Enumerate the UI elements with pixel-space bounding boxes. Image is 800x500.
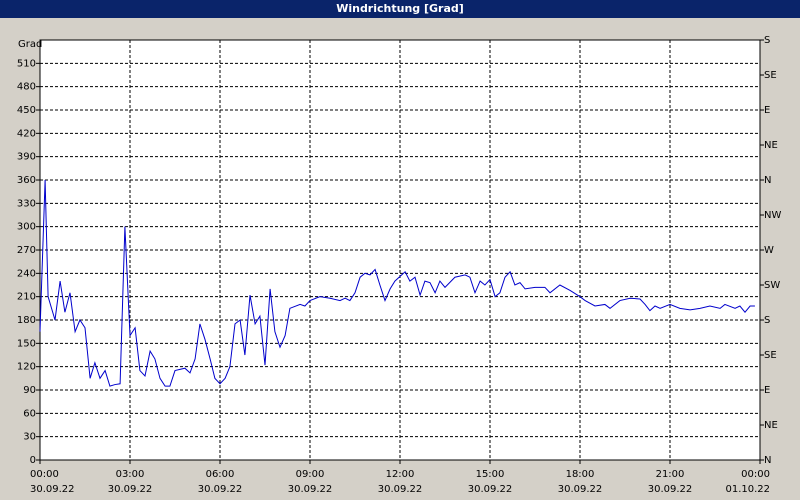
y-tick-label: 330: [17, 198, 36, 209]
x-tick-date: 01.10.22: [725, 484, 770, 495]
y2-tick-label: S: [764, 315, 770, 326]
y2-tick-label: NW: [764, 210, 781, 221]
x-tick-date: 30.09.22: [30, 484, 75, 495]
y-tick-label: 480: [17, 82, 36, 93]
y-tick-label: 60: [23, 408, 36, 419]
y-tick-label: 90: [23, 385, 36, 396]
x-tick-date: 30.09.22: [648, 484, 693, 495]
x-tick-label: 09:00: [296, 469, 325, 480]
y-tick-label: 30: [23, 432, 36, 443]
y-tick-label: 300: [17, 222, 36, 233]
x-tick-date: 30.09.22: [378, 484, 423, 495]
x-tick-label: 12:00: [386, 469, 415, 480]
x-tick-label: 15:00: [476, 469, 505, 480]
y2-tick-label: E: [764, 385, 770, 396]
y-axis-label: Grad: [18, 39, 42, 50]
y2-tick-label: W: [764, 245, 774, 256]
x-tick-date: 30.09.22: [468, 484, 513, 495]
y-tick-label: 360: [17, 175, 36, 186]
y-tick-label: 180: [17, 315, 36, 326]
x-tick-label: 00:00: [30, 469, 59, 480]
x-tick-date: 30.09.22: [108, 484, 153, 495]
x-tick-label: 00:00: [741, 469, 770, 480]
chart-title: Windrichtung [Grad]: [336, 2, 464, 15]
y-tick-label: 390: [17, 152, 36, 163]
y-tick-label: 510: [17, 58, 36, 69]
x-tick-label: 06:00: [206, 469, 235, 480]
y-tick-label: 210: [17, 292, 36, 303]
x-tick-label: 21:00: [656, 469, 685, 480]
y-tick-label: 420: [17, 128, 36, 139]
y-tick-label: 240: [17, 268, 36, 279]
data-line: [39, 179, 755, 387]
y2-tick-label: E: [764, 105, 770, 116]
y2-tick-label: N: [764, 175, 771, 186]
y-tick-label: 270: [17, 245, 36, 256]
title-bar: [0, 0, 800, 18]
y-tick-label: 120: [17, 362, 36, 373]
y-tick-label: 150: [17, 338, 36, 349]
y-tick-label: 450: [17, 105, 36, 116]
y2-tick-label: S: [764, 35, 770, 46]
x-tick-label: 18:00: [566, 469, 595, 480]
y2-tick-label: N: [764, 455, 771, 466]
x-tick-label: 03:00: [116, 469, 145, 480]
y-tick-label: 0: [30, 455, 36, 466]
y2-tick-label: NE: [764, 140, 778, 151]
x-tick-date: 30.09.22: [558, 484, 603, 495]
x-tick-date: 30.09.22: [288, 484, 333, 495]
y2-tick-label: SW: [764, 280, 780, 291]
y2-tick-label: SE: [764, 70, 777, 81]
y2-tick-label: NE: [764, 420, 778, 431]
y2-tick-label: SE: [764, 350, 777, 361]
x-tick-date: 30.09.22: [198, 484, 243, 495]
